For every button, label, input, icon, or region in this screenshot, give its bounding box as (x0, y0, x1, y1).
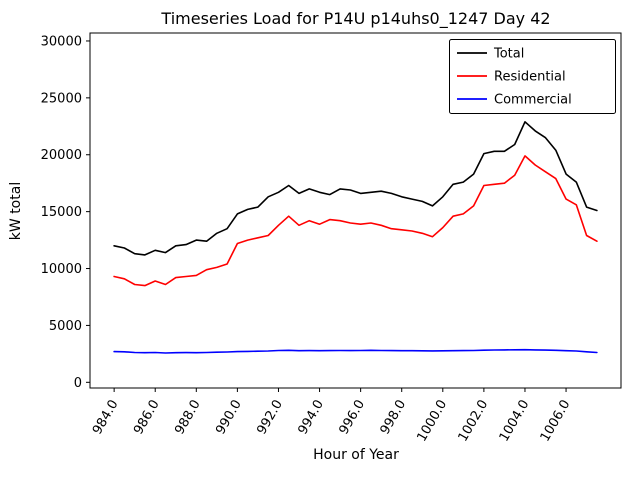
series-line-commercial (113, 348, 598, 354)
x-tick-label: 994.0 (295, 398, 327, 438)
x-tick-label: 984.0 (90, 398, 122, 438)
x-tick-label: 998.0 (378, 398, 410, 438)
x-axis-label: Hour of Year (313, 447, 399, 463)
x-tick-label: 1002.0 (456, 397, 492, 444)
y-tick-label: 20000 (41, 148, 82, 163)
x-tick-label: 990.0 (213, 398, 245, 438)
plot-frame (89, 32, 622, 389)
y-tick-label: 0 (74, 376, 82, 391)
legend-box (449, 39, 616, 114)
y-axis-label: kW total (8, 182, 24, 240)
x-tick-label: 988.0 (172, 398, 204, 438)
x-tick-label: 1006.0 (538, 398, 574, 445)
x-tick-label: 986.0 (131, 398, 163, 438)
legend-label-commercial: Commercial (494, 93, 572, 108)
y-tick-label: 15000 (41, 205, 82, 220)
x-tick-label: 992.0 (254, 398, 286, 438)
y-tick-label: 25000 (41, 91, 82, 106)
series-line-residential (113, 155, 598, 287)
y-tick-label: 10000 (41, 262, 82, 277)
legend: Total Residential Commercial (449, 39, 616, 114)
series-line-total (113, 121, 598, 256)
x-tick-label: 1000.0 (415, 398, 451, 445)
y-tick-label: 30000 (41, 34, 82, 49)
legend-label-total: Total (493, 47, 524, 62)
legend-label-residential: Residential (494, 70, 566, 85)
chart-title: Timeseries Load for P14U p14uhs0_1247 Da… (160, 9, 550, 29)
y-tick-label: 5000 (49, 319, 82, 334)
x-tick-label: 996.0 (336, 398, 368, 438)
x-tick-label: 1004.0 (497, 398, 533, 445)
